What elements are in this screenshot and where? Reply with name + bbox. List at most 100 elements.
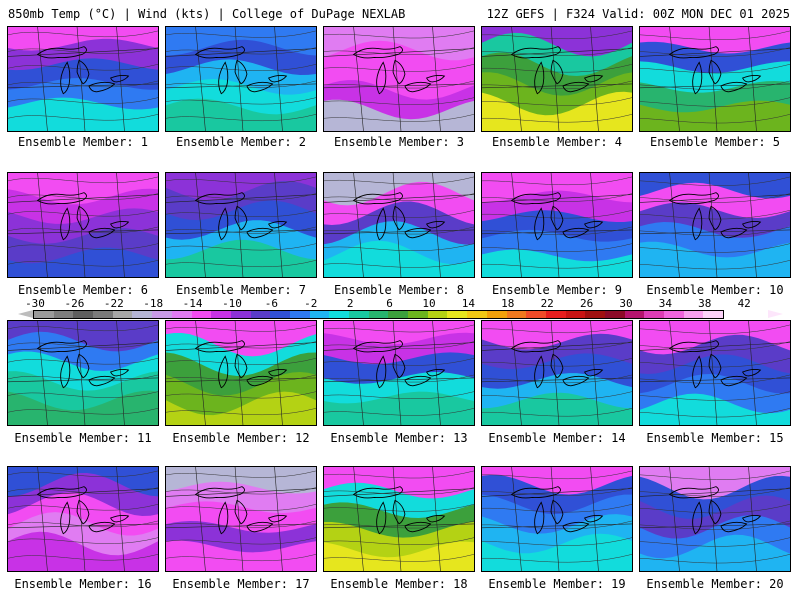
temperature-map <box>166 321 316 425</box>
colorbar-cell <box>585 311 605 318</box>
great-lakes-outline <box>708 353 722 379</box>
ensemble-member-label: Ensemble Member: 3 <box>333 135 465 149</box>
temp-band <box>640 100 790 131</box>
great-lakes-outline <box>376 501 387 535</box>
wind-streamline <box>8 341 158 348</box>
great-lakes-outline <box>246 81 274 93</box>
temperature-map <box>166 173 316 277</box>
wind-streamline <box>166 210 316 218</box>
colorbar-cell <box>73 311 94 318</box>
great-lakes-outline <box>404 81 432 93</box>
wind-streamline <box>482 64 632 73</box>
colorbar-tick-label: -10 <box>222 297 242 310</box>
temperature-map <box>166 467 316 571</box>
colorbar-cell <box>703 311 724 318</box>
map-borders <box>640 173 790 277</box>
great-lakes-outline <box>692 355 703 389</box>
map-borders <box>640 321 790 425</box>
great-lakes-outline <box>534 61 545 95</box>
wind-streamline <box>482 358 632 367</box>
map-borders <box>482 467 632 571</box>
wind-streamline <box>8 226 158 234</box>
wind-streamline <box>324 210 474 218</box>
wind-streamline <box>324 80 474 89</box>
colorbar-tick-label: -6 <box>264 297 279 310</box>
great-lakes-outline <box>268 220 288 229</box>
temperature-map <box>640 173 790 277</box>
wind-streamline <box>166 341 316 349</box>
map-borders <box>166 173 316 277</box>
great-lakes-outline <box>426 514 446 523</box>
great-lakes-outline <box>88 227 116 239</box>
colorbar-cell <box>132 311 153 318</box>
great-lakes-outline <box>60 501 71 535</box>
great-lakes-outline <box>234 205 248 231</box>
wind-streamline <box>482 193 632 202</box>
wind-streamline <box>482 470 632 480</box>
temperature-map <box>482 27 632 131</box>
colorbar-cell <box>506 311 527 318</box>
great-lakes-outline <box>194 486 245 499</box>
wind-streamline <box>8 30 158 38</box>
colorbar-cell <box>427 311 448 318</box>
colorbar-high-arrow <box>768 310 783 318</box>
great-lakes-outline <box>534 355 545 389</box>
great-lakes-outline <box>246 375 274 387</box>
colorbar-cell <box>368 311 389 318</box>
great-lakes-outline <box>668 340 719 353</box>
colorbar-cell <box>93 311 113 318</box>
wind-streamline <box>8 408 158 415</box>
temperature-map <box>8 321 158 425</box>
great-lakes-outline <box>550 353 564 379</box>
great-lakes-outline <box>194 192 245 205</box>
wind-streamline <box>8 520 158 528</box>
ensemble-member-panel <box>639 320 791 426</box>
ensemble-member-label: Ensemble Member: 1 <box>17 135 149 149</box>
great-lakes-outline <box>426 368 446 377</box>
great-lakes-outline <box>668 486 719 499</box>
colorbar-cell <box>250 311 271 318</box>
wind-streamline <box>8 114 158 121</box>
wind-streamline <box>166 391 316 399</box>
great-lakes-outline <box>60 207 71 241</box>
temperature-map <box>324 321 474 425</box>
colorbar-cell <box>565 311 586 318</box>
wind-streamline <box>166 537 316 545</box>
ensemble-member-panel <box>481 320 633 426</box>
great-lakes-outline <box>110 74 130 83</box>
temp-band <box>166 391 316 425</box>
wind-streamline <box>8 537 158 544</box>
great-lakes-outline <box>194 340 245 353</box>
wind-streamline <box>166 260 316 268</box>
wind-streamline <box>482 80 632 90</box>
wind-streamline <box>640 374 790 384</box>
temp-band <box>8 390 158 425</box>
wind-streamline <box>482 374 632 384</box>
colorbar-cell <box>309 311 330 318</box>
map-borders <box>482 27 632 131</box>
temperature-map <box>8 173 158 277</box>
temperature-map <box>324 467 474 571</box>
temp-band <box>8 247 158 277</box>
great-lakes-outline <box>376 61 387 95</box>
wind-streamline <box>8 260 158 267</box>
great-lakes-outline <box>88 375 116 387</box>
great-lakes-outline <box>234 59 248 85</box>
wind-streamline <box>482 260 632 269</box>
colorbar-tick-label: -30 <box>25 297 45 310</box>
map-borders <box>324 321 474 425</box>
great-lakes-outline <box>268 514 288 523</box>
great-lakes-outline <box>720 227 748 239</box>
ensemble-member-label: Ensemble Member: 17 <box>172 577 310 591</box>
great-lakes-outline <box>584 514 604 523</box>
ensemble-member-label: Ensemble Member: 19 <box>488 577 626 591</box>
colorbar-cell <box>624 311 645 318</box>
ensemble-member-label: Ensemble Member: 2 <box>175 135 307 149</box>
ensemble-member-label: Ensemble Member: 9 <box>491 283 623 297</box>
ensemble-member-label: Ensemble Member: 4 <box>491 135 623 149</box>
colorbar-cell <box>171 311 192 318</box>
temp-band <box>324 391 474 425</box>
great-lakes-outline <box>218 207 229 241</box>
wind-streamline <box>482 47 632 56</box>
great-lakes-outline <box>668 192 719 205</box>
